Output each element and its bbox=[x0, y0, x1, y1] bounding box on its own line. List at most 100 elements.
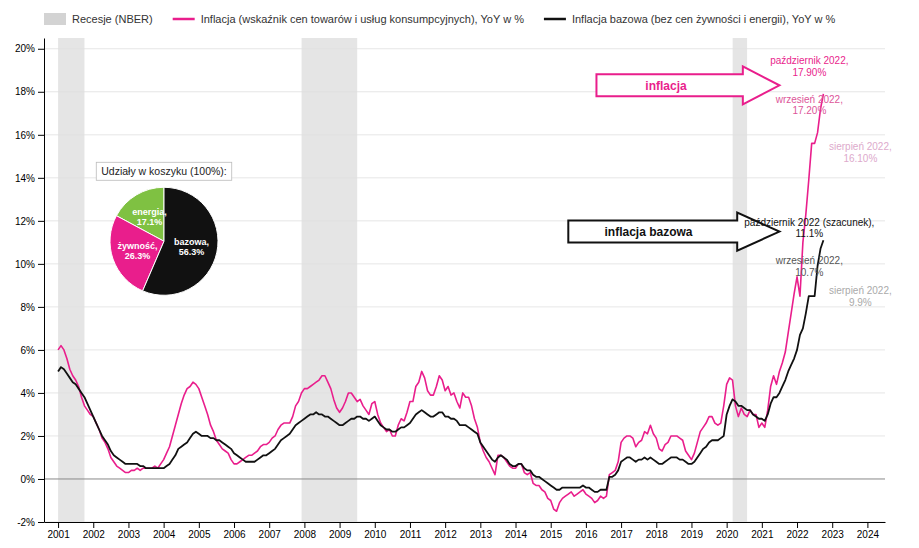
x-tick-label: 2001 bbox=[47, 529, 70, 540]
legend-label: Recesje (NBER) bbox=[72, 13, 153, 25]
x-tick-mark bbox=[58, 522, 59, 528]
annotation-line: wrzesień 2022, bbox=[775, 94, 843, 105]
legend: Recesje (NBER) Inflacja (wskaźnik cen tow… bbox=[44, 13, 835, 25]
x-tick-label: 2021 bbox=[751, 529, 774, 540]
recession-band bbox=[58, 38, 84, 522]
legend-item: Inflacja (wskaźnik cen towarów i usług k… bbox=[173, 13, 524, 25]
x-tick-mark bbox=[410, 522, 411, 528]
x-tick-mark bbox=[586, 522, 587, 528]
legend-label: Inflacja bazowa (bez cen żywności i ener… bbox=[572, 13, 836, 25]
x-tick-mark bbox=[304, 522, 305, 528]
x-tick-label: 2018 bbox=[646, 529, 669, 540]
x-tick: 2001 bbox=[47, 522, 70, 540]
annotation-line: październik 2022 (szacunek), bbox=[744, 217, 874, 228]
x-tick-label: 2011 bbox=[400, 529, 422, 540]
x-tick-label: 2023 bbox=[822, 529, 845, 540]
x-tick: 2007 bbox=[259, 522, 282, 540]
annotation-line: 17.90% bbox=[792, 67, 826, 78]
pie-label-line: żywność, bbox=[117, 241, 157, 251]
pie-label: energia,17.1% bbox=[132, 207, 167, 227]
pie-label: bazowa,56.3% bbox=[174, 237, 209, 257]
y-tick: 16% bbox=[15, 130, 44, 141]
legend-item: Inflacja bazowa (bez cen żywności i ener… bbox=[544, 13, 836, 25]
y-tick-label: 20% bbox=[15, 43, 35, 54]
y-tick-mark bbox=[38, 135, 44, 136]
x-tick-mark bbox=[516, 522, 517, 528]
y-tick-mark bbox=[38, 522, 44, 523]
x-tick-mark bbox=[340, 522, 341, 528]
x-tick-label: 2006 bbox=[223, 529, 246, 540]
y-tick-label: 0% bbox=[21, 474, 36, 485]
x-tick: 2016 bbox=[575, 522, 598, 540]
x-tick-mark bbox=[691, 522, 692, 528]
pie-label-line: 26.3% bbox=[125, 251, 151, 261]
annotation: październik 2022,17.90% bbox=[770, 55, 848, 78]
x-tick-mark bbox=[375, 522, 376, 528]
x-tick-mark bbox=[234, 522, 235, 528]
legend-swatch bbox=[544, 18, 566, 21]
legend-swatch bbox=[44, 13, 66, 25]
legend-swatch bbox=[173, 18, 195, 21]
recession-band bbox=[733, 38, 747, 522]
x-tick-label: 2010 bbox=[364, 529, 387, 540]
annotation: październik 2022 (szacunek),11.1% bbox=[744, 217, 874, 240]
y-tick: -2% bbox=[17, 517, 44, 528]
arrow-label: inflacja bbox=[645, 79, 687, 93]
annotation: wrzesień 2022,17.20% bbox=[775, 94, 843, 117]
x-tick-label: 2005 bbox=[188, 529, 211, 540]
grid-line bbox=[44, 349, 885, 350]
x-tick: 2012 bbox=[435, 522, 458, 540]
x-tick-label: 2019 bbox=[681, 529, 704, 540]
x-tick: 2021 bbox=[751, 522, 774, 540]
y-tick-label: 2% bbox=[21, 431, 36, 442]
arrow-label: inflacja bazowa bbox=[605, 225, 693, 239]
y-tick: 14% bbox=[15, 173, 44, 184]
y-tick-mark bbox=[38, 221, 44, 222]
x-tick-label: 2009 bbox=[329, 529, 352, 540]
pie-label-line: 56.3% bbox=[179, 247, 205, 257]
data-marks bbox=[58, 38, 747, 522]
annotation-line: sierpień 2022, bbox=[829, 285, 892, 296]
x-tick-label: 2013 bbox=[470, 529, 493, 540]
y-tick-label: 8% bbox=[21, 302, 36, 313]
x-tick: 2018 bbox=[646, 522, 669, 540]
x-tick-mark bbox=[164, 522, 165, 528]
x-axis-line bbox=[45, 522, 886, 523]
x-tick-mark bbox=[762, 522, 763, 528]
grid-line bbox=[44, 306, 885, 307]
chart: Recesje (NBER) Inflacja (wskaźnik cen tow… bbox=[0, 0, 919, 548]
arrow-shape bbox=[596, 66, 779, 104]
y-tick: 12% bbox=[15, 216, 44, 227]
x-tick-label: 2020 bbox=[716, 529, 739, 540]
y-tick-mark bbox=[38, 436, 44, 437]
pie-title-box: Udziały w koszyku (100%): bbox=[96, 162, 231, 180]
x-tick-mark bbox=[727, 522, 728, 528]
x-axis: 2001200220032004200520062007200820092010… bbox=[45, 522, 886, 540]
y-tick-label: -2% bbox=[17, 517, 35, 528]
y-tick-mark bbox=[38, 92, 44, 93]
x-tick: 2022 bbox=[786, 522, 809, 540]
annotation: sierpień 2022,9.9% bbox=[829, 285, 892, 308]
x-tick-mark bbox=[656, 522, 657, 528]
x-tick: 2020 bbox=[716, 522, 739, 540]
x-tick-label: 2008 bbox=[294, 529, 317, 540]
x-tick-mark bbox=[867, 522, 868, 528]
x-tick: 2013 bbox=[470, 522, 493, 540]
x-tick: 2024 bbox=[857, 522, 880, 540]
annotation-line: 9.9% bbox=[849, 297, 872, 308]
x-tick-mark bbox=[199, 522, 200, 528]
annotation-line: wrzesień 2022, bbox=[775, 255, 843, 266]
x-tick: 2019 bbox=[681, 522, 704, 540]
y-tick-label: 4% bbox=[21, 388, 36, 399]
y-tick-label: 14% bbox=[15, 173, 35, 184]
x-tick: 2004 bbox=[153, 522, 176, 540]
grid-line bbox=[44, 522, 885, 523]
y-tick: 4% bbox=[21, 388, 44, 399]
annotation-line: 16.10% bbox=[843, 153, 877, 164]
x-tick: 2002 bbox=[83, 522, 106, 540]
x-tick-label: 2016 bbox=[575, 529, 598, 540]
grid bbox=[44, 49, 885, 522]
grid-line bbox=[44, 48, 885, 49]
pie-label-line: 17.1% bbox=[137, 217, 163, 227]
y-tick-mark bbox=[38, 264, 44, 265]
